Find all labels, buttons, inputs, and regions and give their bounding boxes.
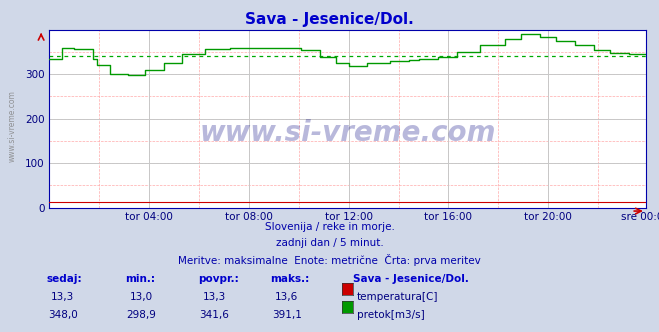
Text: temperatura[C]: temperatura[C] <box>357 292 439 302</box>
Text: 298,9: 298,9 <box>127 310 157 320</box>
Text: 13,3: 13,3 <box>51 292 74 302</box>
Text: Sava - Jesenice/Dol.: Sava - Jesenice/Dol. <box>353 274 469 284</box>
Text: min.:: min.: <box>125 274 156 284</box>
Text: povpr.:: povpr.: <box>198 274 239 284</box>
Text: 13,0: 13,0 <box>130 292 154 302</box>
Text: www.si-vreme.com: www.si-vreme.com <box>8 90 17 162</box>
Text: zadnji dan / 5 minut.: zadnji dan / 5 minut. <box>275 238 384 248</box>
Text: 341,6: 341,6 <box>199 310 229 320</box>
Text: sedaj:: sedaj: <box>46 274 82 284</box>
Text: Meritve: maksimalne  Enote: metrične  Črta: prva meritev: Meritve: maksimalne Enote: metrične Črta… <box>178 254 481 266</box>
Text: 348,0: 348,0 <box>47 310 78 320</box>
Text: 13,3: 13,3 <box>202 292 226 302</box>
Text: pretok[m3/s]: pretok[m3/s] <box>357 310 425 320</box>
Text: maks.:: maks.: <box>270 274 310 284</box>
Text: 391,1: 391,1 <box>272 310 302 320</box>
Text: Slovenija / reke in morje.: Slovenija / reke in morje. <box>264 222 395 232</box>
Text: 13,6: 13,6 <box>275 292 299 302</box>
Text: www.si-vreme.com: www.si-vreme.com <box>200 119 496 147</box>
Text: Sava - Jesenice/Dol.: Sava - Jesenice/Dol. <box>245 12 414 27</box>
